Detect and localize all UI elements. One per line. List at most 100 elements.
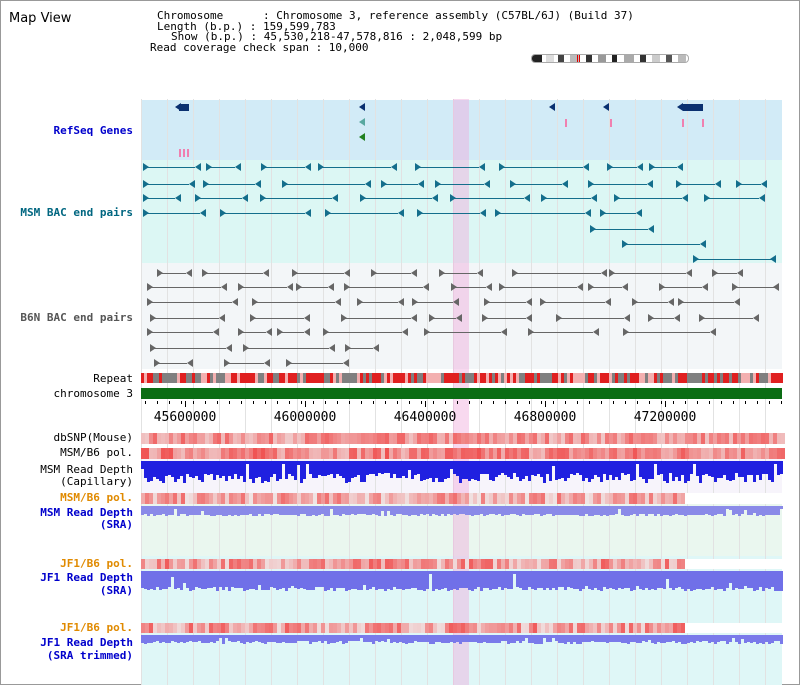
feature-end-marker[interactable] [242,194,248,202]
feature-end-marker[interactable] [677,103,683,111]
feature-block[interactable] [179,104,189,111]
feature-end-marker[interactable] [175,194,181,202]
feature-end-marker[interactable] [292,269,298,277]
feature-end-marker[interactable] [344,283,350,291]
feature-end-marker[interactable] [329,344,335,352]
feature-block[interactable] [682,119,684,127]
feature-end-marker[interactable] [398,298,404,306]
feature-end-marker[interactable] [526,314,532,322]
feature-end-marker[interactable] [344,269,350,277]
feature-end-marker[interactable] [577,283,583,291]
feature-end-marker[interactable] [710,328,716,336]
feature-end-marker[interactable] [277,328,283,336]
feature-end-marker[interactable] [418,180,424,188]
feature-end-marker[interactable] [371,269,377,277]
feature-end-marker[interactable] [647,180,653,188]
feature-end-marker[interactable] [693,255,699,263]
feature-end-marker[interactable] [424,328,430,336]
feature-block[interactable] [683,104,703,111]
feature-end-marker[interactable] [365,180,371,188]
feature-block[interactable] [702,119,704,127]
feature-end-marker[interactable] [343,359,349,367]
feature-end-marker[interactable] [753,314,759,322]
feature-end-marker[interactable] [221,283,227,291]
feature-end-marker[interactable] [435,180,441,188]
feature-end-marker[interactable] [305,209,311,217]
feature-end-marker[interactable] [318,163,324,171]
feature-end-marker[interactable] [583,163,589,171]
feature-end-marker[interactable] [263,269,269,277]
feature-end-marker[interactable] [206,163,212,171]
feature-end-marker[interactable] [360,194,366,202]
feature-end-marker[interactable] [266,328,272,336]
feature-end-marker[interactable] [143,163,149,171]
feature-end-marker[interactable] [737,269,743,277]
feature-end-marker[interactable] [528,328,534,336]
feature-end-marker[interactable] [304,328,310,336]
feature-end-marker[interactable] [264,359,270,367]
feature-end-marker[interactable] [636,209,642,217]
feature-end-marker[interactable] [391,163,397,171]
feature-end-marker[interactable] [415,163,421,171]
feature-end-marker[interactable] [451,283,457,291]
feature-end-marker[interactable] [480,209,486,217]
feature-end-marker[interactable] [632,298,638,306]
feature-end-marker[interactable] [649,163,655,171]
feature-end-marker[interactable] [147,328,153,336]
feature-block[interactable] [187,149,189,157]
feature-end-marker[interactable] [143,194,149,202]
feature-end-marker[interactable] [381,180,387,188]
feature-end-marker[interactable] [195,163,201,171]
feature-end-marker[interactable] [252,298,258,306]
feature-end-marker[interactable] [622,240,628,248]
feature-end-marker[interactable] [622,283,628,291]
feature-end-marker[interactable] [609,269,615,277]
feature-end-marker[interactable] [335,298,341,306]
feature-end-marker[interactable] [601,269,607,277]
feature-end-marker[interactable] [495,209,501,217]
feature-end-marker[interactable] [585,209,591,217]
feature-end-marker[interactable] [373,344,379,352]
feature-end-marker[interactable] [588,180,594,188]
feature-end-marker[interactable] [235,163,241,171]
feature-end-marker[interactable] [345,344,351,352]
feature-end-marker[interactable] [175,103,181,111]
feature-end-marker[interactable] [187,359,193,367]
feature-end-marker[interactable] [359,118,365,126]
feature-end-marker[interactable] [250,314,256,322]
feature-end-marker[interactable] [541,194,547,202]
feature-end-marker[interactable] [477,269,483,277]
feature-end-marker[interactable] [699,314,705,322]
feature-end-marker[interactable] [484,298,490,306]
feature-end-marker[interactable] [674,314,680,322]
feature-end-marker[interactable] [732,283,738,291]
feature-block[interactable] [183,149,185,157]
feature-end-marker[interactable] [761,180,767,188]
feature-end-marker[interactable] [624,314,630,322]
feature-end-marker[interactable] [702,283,708,291]
feature-block[interactable] [565,119,567,127]
chromosome-ideogram[interactable] [531,54,689,63]
feature-end-marker[interactable] [417,209,423,217]
feature-end-marker[interactable] [637,163,643,171]
feature-end-marker[interactable] [150,344,156,352]
feature-end-marker[interactable] [549,103,555,111]
feature-end-marker[interactable] [450,194,456,202]
feature-end-marker[interactable] [512,269,518,277]
feature-end-marker[interactable] [304,314,310,322]
feature-end-marker[interactable] [593,328,599,336]
feature-end-marker[interactable] [686,269,692,277]
feature-end-marker[interactable] [398,209,404,217]
feature-end-marker[interactable] [224,359,230,367]
feature-end-marker[interactable] [540,298,546,306]
feature-end-marker[interactable] [715,180,721,188]
feature-end-marker[interactable] [770,255,776,263]
feature-end-marker[interactable] [282,180,288,188]
feature-end-marker[interactable] [195,194,201,202]
feature-end-marker[interactable] [296,283,302,291]
feature-end-marker[interactable] [328,283,334,291]
feature-end-marker[interactable] [261,163,267,171]
feature-end-marker[interactable] [220,209,226,217]
feature-end-marker[interactable] [456,314,462,322]
feature-end-marker[interactable] [359,133,365,141]
